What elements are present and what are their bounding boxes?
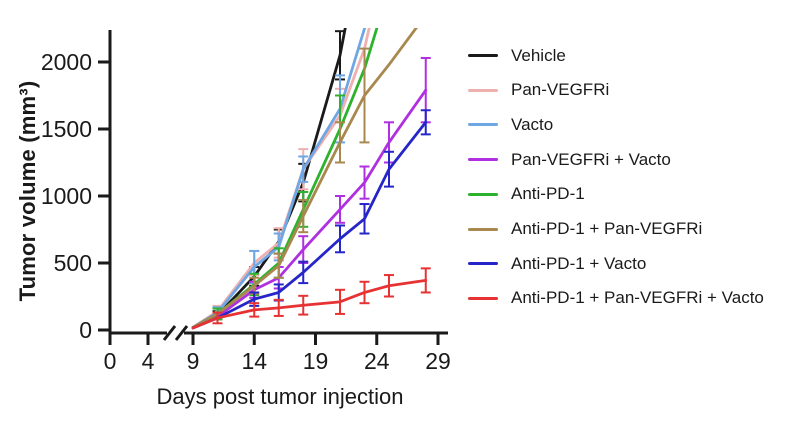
y-tick-label: 1000 [41, 183, 92, 209]
x-tick-label: 4 [142, 348, 155, 374]
legend-swatch-anti-pd-1-pan-vegfri [468, 227, 498, 231]
legend-label: Anti-PD-1 [511, 184, 585, 204]
y-tick-label: 1500 [41, 116, 92, 142]
legend-label: Pan-VEGFRi [511, 80, 610, 100]
x-tick-label: 24 [364, 348, 390, 374]
series-anti-pd-1-pan-vegfri [191, 28, 418, 329]
x-tick-label: 0 [104, 348, 117, 374]
legend-label: Pan-VEGFRi + Vacto [511, 149, 671, 169]
series-line-vacto [191, 28, 367, 329]
legend-item-anti-pd-1-pan-vegfri: Anti-PD-1 + Pan-VEGFRi [468, 217, 702, 242]
legend-swatch-pan-vegfri [468, 88, 498, 92]
legend-item-anti-pd-1: Anti-PD-1 [468, 182, 585, 207]
legend-label: Vacto [511, 114, 554, 134]
legend-swatch-anti-pd-1 [468, 192, 498, 196]
y-tick-label: 500 [54, 250, 92, 276]
series-anti-pd-1-pan-vegfri-vacto [191, 267, 431, 330]
x-tick-label: 29 [425, 348, 451, 374]
legend-item-pan-vegfri: Pan-VEGFRi [468, 78, 609, 103]
x-axis-title: Days post tumor injection [156, 384, 404, 409]
legend-swatch-vehicle [468, 54, 498, 57]
legend-swatch-anti-pd-1-pan-vegfri-vacto [468, 296, 498, 300]
x-tick-label: 19 [303, 348, 329, 374]
legend-label: Anti-PD-1 + Pan-VEGFRi + Vacto [511, 288, 764, 308]
legend-label: Anti-PD-1 + Pan-VEGFRi [511, 219, 703, 238]
legend-item-vehicle: Vehicle [468, 43, 566, 68]
series-line-anti-pd-1-pan-vegfri [191, 28, 418, 329]
legend-item-anti-pd-1-pan-vegfri-vacto: Anti-PD-1 + Pan-VEGFRi + Vacto [468, 286, 764, 311]
y-axis-title: Tumor volume (mm³) [15, 80, 40, 302]
y-tick-label: 0 [79, 317, 92, 343]
series-line-pan-vegfri-vacto [191, 88, 428, 329]
legend-item-pan-vegfri-vacto: Pan-VEGFRi + Vacto [468, 147, 671, 172]
x-tick-label: 14 [241, 348, 267, 374]
legend-label: Vehicle [511, 45, 566, 65]
legend-item-vacto: Vacto [468, 112, 553, 137]
y-tick-label: 2000 [41, 49, 92, 75]
series-line-anti-pd-1-vacto [191, 120, 428, 330]
legend-item-anti-pd-1-vacto: Anti-PD-1 + Vacto [468, 251, 646, 276]
legend-label: Anti-PD-1 + Vacto [511, 253, 647, 273]
legend-swatch-vacto [468, 123, 498, 127]
series-line-anti-pd-1-pan-vegfri-vacto [191, 279, 428, 330]
x-tick-label: 9 [187, 348, 200, 374]
legend-swatch-anti-pd-1-vacto [468, 262, 498, 266]
legend-swatch-pan-vegfri-vacto [468, 158, 498, 162]
